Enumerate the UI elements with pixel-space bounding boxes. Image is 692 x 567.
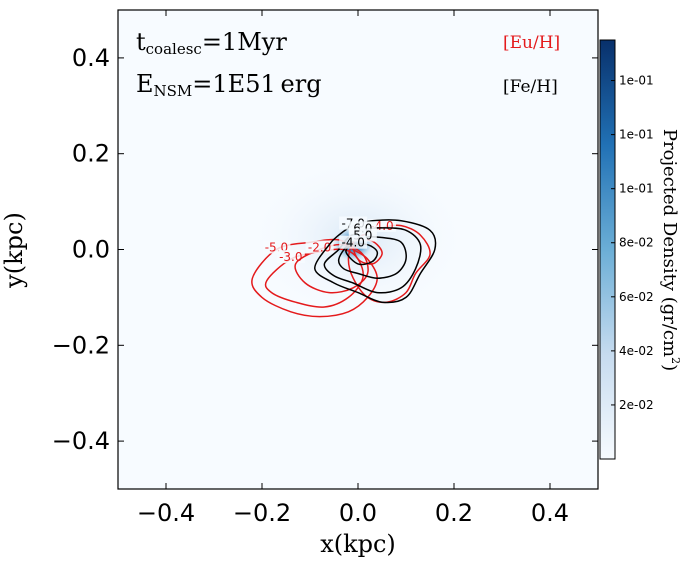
colorbar-tick-label: 1e-01 (619, 128, 654, 142)
contour-label-bg (305, 240, 334, 254)
annotation-energy: ENSM=1E51 erg (136, 70, 322, 100)
contour-label-bg (276, 250, 305, 264)
contour-label-eu: -3.0 (279, 250, 302, 264)
colorbar-tick-label: 1e-01 (619, 182, 654, 196)
x-axis-label: x(kpc) (320, 530, 396, 558)
annotation-time: tcoalesc=1Myr (136, 28, 287, 58)
contour-label-bg (339, 235, 368, 249)
colorbar-ticks: 2e-02 4e-02 6e-02 8e-02 1e-01 1e-01 1e-01 (611, 74, 654, 412)
x-tick-label: 0.2 (435, 499, 473, 527)
colorbar-label: Projected Density (gr/cm2) (659, 129, 682, 371)
y-tick-label: −0.2 (52, 331, 110, 359)
colorbar-tick-label: 4e-02 (619, 344, 654, 358)
x-tick-label: 0.4 (531, 499, 569, 527)
colorbar-tick-label: 6e-02 (619, 290, 654, 304)
y-ticks: −0.4 −0.2 0.0 0.2 0.4 (52, 44, 598, 455)
colorbar-tick-label: 2e-02 (619, 398, 654, 412)
y-tick-label: 0.2 (72, 140, 110, 168)
contour-fe (314, 219, 437, 304)
x-tick-label: 0.0 (339, 499, 377, 527)
contour-label-eu: -2.0 (308, 241, 331, 255)
x-tick-label: −0.4 (137, 499, 195, 527)
contours: -5.0-3.0-2.0-4.0-7.06.05.0-4.0 (251, 216, 437, 318)
contour-label-fe: -4.0 (341, 236, 364, 250)
y-tick-label: 0.4 (72, 44, 110, 72)
legend-fe: [Fe/H] (503, 77, 558, 97)
y-tick-label: 0.0 (72, 236, 110, 264)
colorbar-tick-label: 1e-01 (619, 74, 654, 88)
x-tick-label: −0.2 (233, 499, 291, 527)
colorbar (599, 39, 616, 460)
y-axis-label: y(kpc) (0, 212, 28, 289)
x-ticks: −0.4 −0.2 0.0 0.2 0.4 (137, 10, 569, 527)
colorbar-tick-label: 8e-02 (619, 236, 654, 250)
legend-eu: [Eu/H] (503, 33, 560, 53)
y-tick-label: −0.4 (52, 427, 110, 455)
